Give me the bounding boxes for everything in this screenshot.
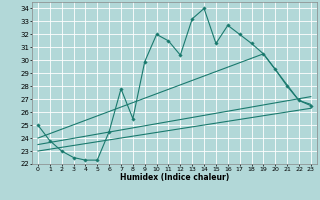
X-axis label: Humidex (Indice chaleur): Humidex (Indice chaleur) (120, 173, 229, 182)
